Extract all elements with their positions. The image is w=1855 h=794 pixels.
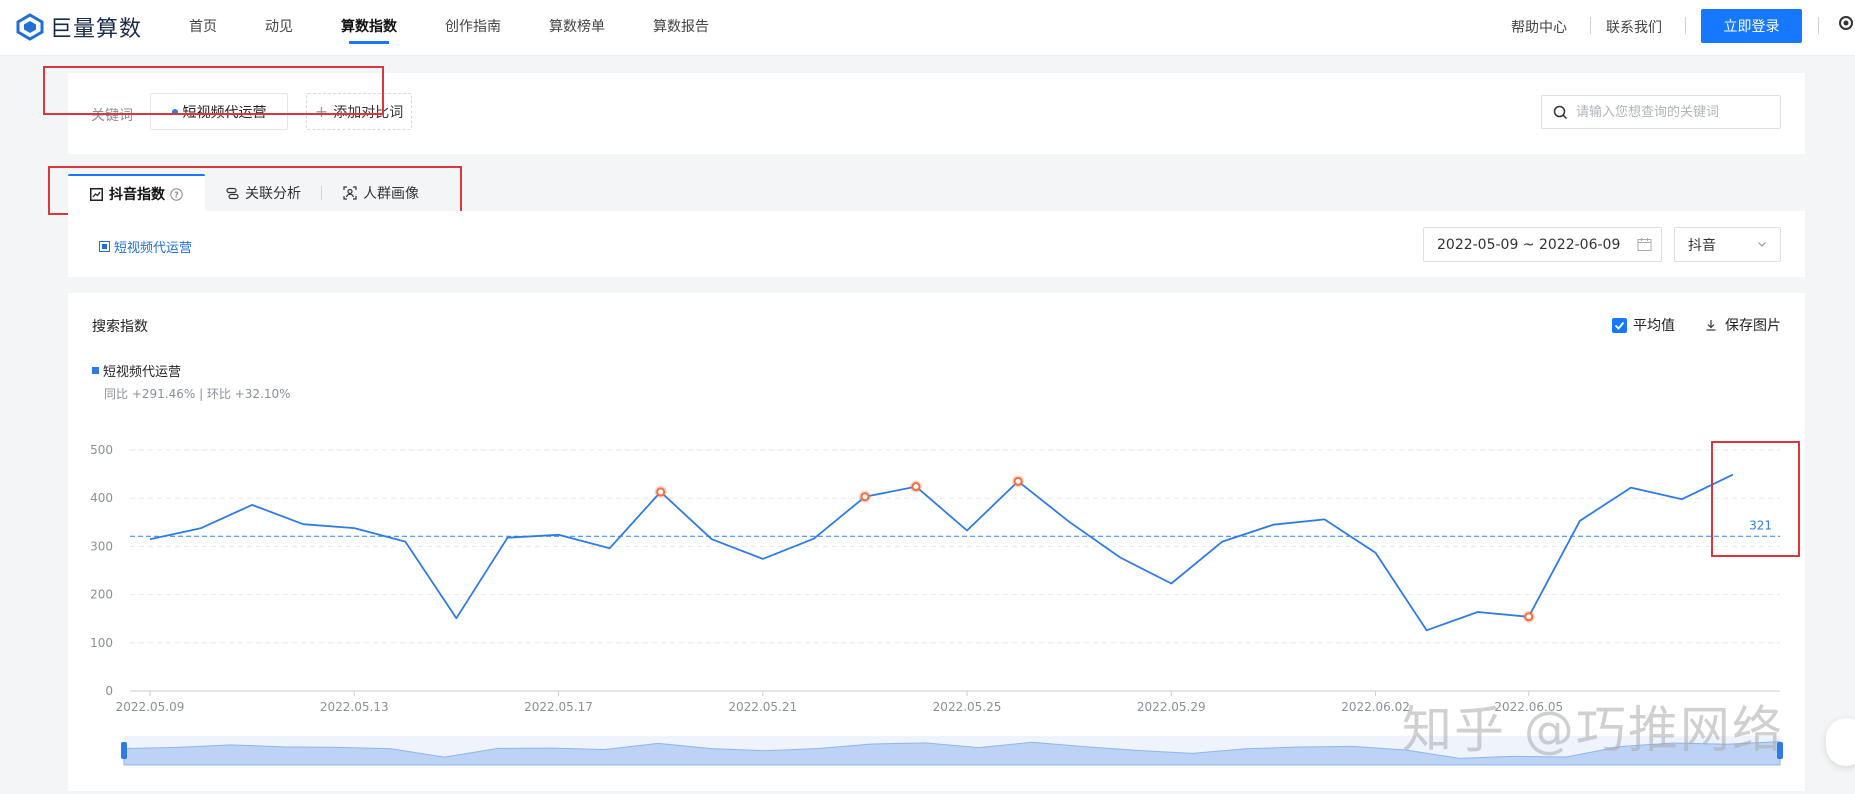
x-tick-label: 2022.05.21 bbox=[728, 700, 797, 714]
range-navigator bbox=[121, 736, 1783, 766]
nav-item-rankings[interactable]: 算数榜单 bbox=[549, 19, 605, 35]
tab-label: 关联分析 bbox=[245, 186, 301, 202]
tab-label: 人群画像 bbox=[363, 186, 419, 202]
x-axis-ticks: 2022.05.09 2022.05.13 2022.05.17 2022.05.21… bbox=[116, 691, 1563, 714]
checkbox-icon bbox=[99, 241, 110, 252]
keyword-text: 短视频代运营 bbox=[182, 104, 267, 121]
series-toggle-label: 短视频代运营 bbox=[114, 241, 193, 256]
average-toggle[interactable]: 平均值 bbox=[1612, 315, 1675, 335]
tab-related-analysis[interactable]: 关联分析 bbox=[226, 174, 301, 212]
nav-divider bbox=[1818, 17, 1819, 34]
nav-item-home[interactable]: 首页 bbox=[189, 19, 217, 35]
comparison-stats: 同比 +291.46% | 环比 +32.10% bbox=[104, 387, 291, 401]
logo-icon bbox=[16, 13, 44, 41]
tab-divider bbox=[321, 186, 322, 200]
nav-item-dongjian[interactable]: 动见 bbox=[265, 19, 293, 35]
tab-douyin-index[interactable]: 抖音指数 ? bbox=[68, 174, 205, 212]
download-icon bbox=[1706, 320, 1716, 331]
y-tick-label: 300 bbox=[90, 539, 113, 553]
tab-label: 抖音指数 bbox=[109, 187, 165, 203]
x-tick-label: 2022.05.29 bbox=[1137, 700, 1206, 714]
highlight-point bbox=[911, 482, 921, 492]
highlight-point bbox=[860, 492, 870, 502]
series-line-group bbox=[149, 473, 1734, 632]
contact-us-link[interactable]: 联系我们 bbox=[1606, 20, 1662, 36]
average-value-label: 321 bbox=[1749, 518, 1772, 532]
x-tick-label: 2022.05.25 bbox=[933, 700, 1002, 714]
series-legend: 短视频代运营 bbox=[92, 361, 181, 380]
help-circle-icon[interactable]: ? bbox=[170, 187, 183, 201]
help-center-link[interactable]: 帮助中心 bbox=[1511, 20, 1567, 36]
add-compare-button[interactable]: + 添加对比词 bbox=[306, 93, 412, 130]
save-image-button[interactable]: 保存图片 bbox=[1705, 315, 1781, 335]
keyword-panel: 关键词 短视频代运营 + 添加对比词 bbox=[68, 73, 1805, 154]
filter-panel: 短视频代运营 2022-05-09 ~ 2022-06-09 抖音 bbox=[68, 211, 1805, 277]
checkbox-checked-icon bbox=[1612, 317, 1627, 333]
keyword-dot-icon bbox=[171, 108, 178, 115]
top-navigation: 巨量算数 首页 动见 算数指数 创作指南 算数榜单 算数报告 帮助中心 联系我们… bbox=[0, 0, 1855, 56]
y-tick-label: 500 bbox=[90, 443, 113, 457]
legend-label: 短视频代运营 bbox=[103, 365, 182, 380]
average-toggle-label: 平均值 bbox=[1633, 318, 1675, 334]
platform-select[interactable]: 抖音 bbox=[1674, 227, 1781, 262]
y-tick-label: 400 bbox=[90, 491, 113, 505]
x-tick-label: 2022.05.13 bbox=[320, 700, 389, 714]
navigator-area bbox=[123, 741, 1781, 766]
x-tick-label: 2022.05.09 bbox=[116, 700, 185, 714]
tab-audience-profile[interactable]: 人群画像 bbox=[343, 174, 419, 212]
active-nav-indicator bbox=[349, 41, 389, 44]
floating-help-button[interactable] bbox=[1826, 718, 1855, 766]
y-tick-label: 100 bbox=[90, 636, 113, 650]
highlight-point bbox=[1524, 612, 1534, 622]
nav-divider bbox=[1590, 17, 1591, 34]
add-compare-label: 添加对比词 bbox=[333, 104, 404, 121]
legend-swatch bbox=[92, 367, 99, 374]
search-icon bbox=[1553, 105, 1568, 119]
settings-icon[interactable] bbox=[1836, 13, 1855, 33]
keyword-chip[interactable]: 短视频代运营 bbox=[150, 93, 288, 130]
nav-item-index[interactable]: 算数指数 bbox=[341, 19, 397, 35]
series-toggle[interactable]: 短视频代运营 bbox=[99, 237, 192, 256]
keyword-label: 关键词 bbox=[91, 108, 133, 124]
plus-icon: + bbox=[314, 102, 329, 121]
x-tick-label: 2022.06.05 bbox=[1494, 700, 1563, 714]
grid-lines bbox=[130, 449, 1780, 692]
y-axis-ticks: 0 100 200 300 400 500 bbox=[90, 443, 113, 698]
search-input[interactable] bbox=[1576, 104, 1766, 120]
search-index-panel: 搜索指数 平均值 保存图片 短视频代运营 同比 +291.46% | 环比 +3… bbox=[68, 293, 1805, 791]
average-line-group: 321 bbox=[130, 518, 1780, 537]
date-range-picker[interactable]: 2022-05-09 ~ 2022-06-09 bbox=[1423, 227, 1662, 262]
nav-item-guide[interactable]: 创作指南 bbox=[445, 19, 501, 35]
chart-title: 搜索指数 bbox=[92, 319, 148, 335]
brand-logo[interactable]: 巨量算数 bbox=[16, 11, 142, 43]
x-tick-label: 2022.05.17 bbox=[524, 700, 593, 714]
save-image-label: 保存图片 bbox=[1725, 318, 1781, 334]
navigator-handle[interactable] bbox=[1777, 742, 1783, 759]
highlight-points bbox=[654, 475, 1535, 623]
navigator-handle[interactable] bbox=[121, 742, 127, 759]
x-tick-label: 2022.06.02 bbox=[1341, 700, 1410, 714]
nav-divider bbox=[1685, 17, 1686, 34]
date-range-value: 2022-05-09 ~ 2022-06-09 bbox=[1437, 236, 1621, 253]
nav-item-reports[interactable]: 算数报告 bbox=[653, 19, 709, 35]
platform-value: 抖音 bbox=[1688, 237, 1716, 254]
series-line bbox=[149, 473, 1734, 632]
brand-name: 巨量算数 bbox=[50, 17, 143, 42]
highlight-point bbox=[656, 487, 666, 497]
y-tick-label: 0 bbox=[105, 684, 113, 698]
svg-text:?: ? bbox=[174, 190, 179, 199]
user-scan-icon bbox=[343, 186, 357, 200]
keyword-search[interactable] bbox=[1541, 95, 1781, 129]
highlight-point bbox=[1013, 476, 1023, 486]
y-tick-label: 200 bbox=[90, 588, 113, 602]
login-button[interactable]: 立即登录 bbox=[1701, 9, 1802, 43]
link-icon bbox=[226, 187, 239, 199]
trend-chart-icon bbox=[90, 187, 103, 201]
calendar-icon bbox=[1637, 238, 1652, 251]
chevron-down-icon bbox=[1758, 242, 1766, 247]
